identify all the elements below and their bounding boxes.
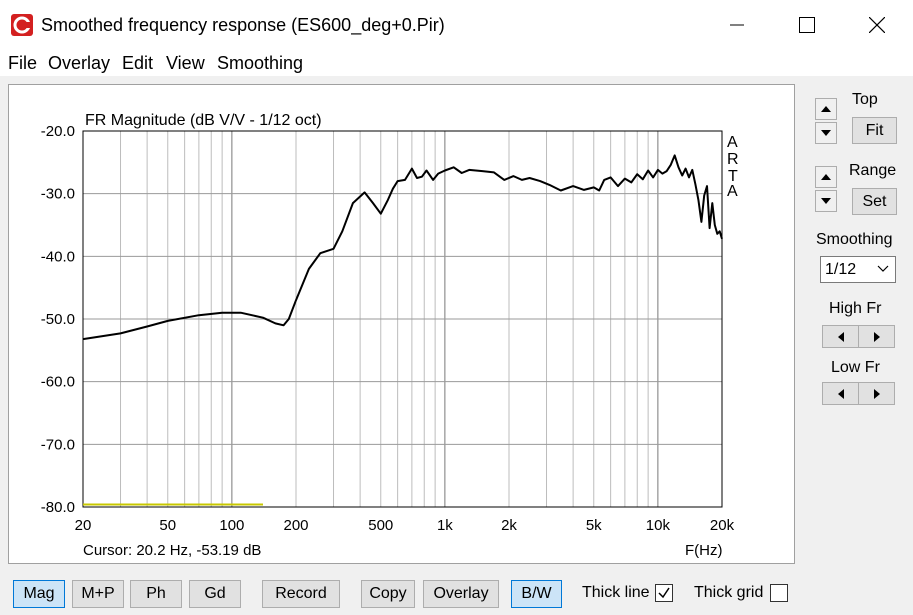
watermark-letter-a1: A: [727, 134, 738, 151]
checkmark-icon: [658, 587, 670, 599]
menu-smoothing[interactable]: Smoothing: [217, 53, 304, 73]
y-tick-label: -50.0: [41, 311, 75, 328]
x-tick-label: 1k: [437, 517, 453, 534]
mag-button[interactable]: Mag: [13, 580, 65, 608]
x-tick-label: 50: [159, 517, 176, 534]
chevron-down-icon: [877, 265, 889, 272]
x-tick-label: 10k: [646, 517, 671, 534]
x-axis-unit-label: F(Hz): [685, 542, 723, 559]
copy-button[interactable]: Copy: [361, 580, 415, 608]
high-fr-label: High Fr: [829, 300, 882, 317]
arrow-down-icon: [821, 130, 831, 136]
bw-button[interactable]: B/W: [511, 580, 562, 608]
mp-button[interactable]: M+P: [72, 580, 124, 608]
set-button[interactable]: Set: [852, 188, 897, 215]
fit-button[interactable]: Fit: [852, 117, 897, 144]
arrow-down-icon: [821, 198, 831, 204]
menu-view[interactable]: View: [166, 53, 205, 73]
x-tick-label: 100: [219, 517, 244, 534]
frequency-response-chart[interactable]: FR Magnitude (dB V/V - 1/12 oct) -20.0 -3…: [9, 85, 796, 565]
smoothing-select-value: 1/12: [825, 260, 857, 278]
range-label: Range: [849, 162, 897, 179]
plot-border: [82, 130, 723, 508]
low-fr-label: Low Fr: [831, 359, 880, 376]
arta-app-icon: [11, 14, 33, 36]
chart-title: FR Magnitude (dB V/V - 1/12 oct): [85, 112, 322, 129]
x-tick-label: 2k: [501, 517, 517, 534]
smoothing-label: Smoothing: [816, 231, 893, 248]
close-icon: [869, 17, 885, 33]
y-tick-label: -30.0: [41, 186, 75, 203]
menu-overlay[interactable]: Overlay: [48, 53, 111, 73]
axis-ticks: -20.0 -30.0 -40.0 -50.0 -60.0 -70.0 -80.020 50 1…: [41, 123, 735, 534]
x-tick-label: 500: [368, 517, 393, 534]
arta-watermark: A R T A: [727, 134, 739, 200]
high-fr-left-button[interactable]: [822, 325, 859, 348]
arrow-right-icon: [873, 388, 880, 399]
top-down-button[interactable]: [815, 122, 837, 144]
watermark-letter-r: R: [727, 151, 739, 168]
response-curve: [82, 154, 723, 341]
thick-line-checkbox[interactable]: [655, 584, 673, 602]
top-label: Top: [852, 91, 878, 108]
low-fr-left-button[interactable]: [822, 382, 859, 405]
y-tick-label: -60.0: [41, 374, 75, 391]
x-tick-label: 20: [75, 517, 92, 534]
overlay-button[interactable]: Overlay: [423, 580, 499, 608]
close-button[interactable]: [847, 0, 907, 50]
x-tick-label: 5k: [586, 517, 602, 534]
y-tick-label: -70.0: [41, 436, 75, 453]
cursor-readout: Cursor: 20.2 Hz, -53.19 dB: [83, 542, 261, 559]
plot-panel: FR Magnitude (dB V/V - 1/12 oct) -20.0 -3…: [8, 84, 795, 564]
menu-file[interactable]: File: [8, 53, 38, 73]
range-up-button[interactable]: [815, 166, 837, 188]
arrow-right-icon: [873, 331, 880, 342]
high-fr-right-button[interactable]: [858, 325, 895, 348]
y-tick-label: -80.0: [41, 499, 75, 516]
thick-grid-checkbox[interactable]: [770, 584, 788, 602]
title-bar: Smoothed frequency response (ES600_deg+0…: [0, 0, 913, 50]
window-title: Smoothed frequency response (ES600_deg+0…: [41, 15, 445, 35]
minimize-button[interactable]: [707, 0, 767, 50]
low-fr-right-button[interactable]: [858, 382, 895, 405]
y-tick-label: -40.0: [41, 248, 75, 265]
minimize-icon: [730, 24, 744, 26]
record-button[interactable]: Record: [262, 580, 340, 608]
arrow-left-icon: [837, 331, 844, 342]
x-tick-label: 20k: [710, 517, 735, 534]
menu-edit[interactable]: Edit: [122, 53, 154, 73]
gd-button[interactable]: Gd: [189, 580, 241, 608]
menu-bar: File Overlay Edit View Smoothing: [0, 50, 913, 76]
watermark-letter-t: T: [728, 168, 738, 185]
maximize-icon: [799, 17, 815, 33]
thick-grid-label: Thick grid: [694, 584, 764, 601]
arrow-up-icon: [821, 106, 831, 112]
range-down-button[interactable]: [815, 190, 837, 212]
maximize-button[interactable]: [777, 0, 837, 50]
ph-button[interactable]: Ph: [130, 580, 182, 608]
watermark-letter-a2: A: [727, 183, 738, 200]
x-tick-label: 200: [283, 517, 308, 534]
top-up-button[interactable]: [815, 98, 837, 120]
smoothing-select[interactable]: 1/12: [820, 256, 896, 283]
data-layer: [82, 154, 723, 506]
thick-line-label: Thick line: [582, 584, 650, 601]
arrow-up-icon: [821, 174, 831, 180]
arrow-left-icon: [837, 388, 844, 399]
grid: [82, 130, 723, 508]
y-tick-label: -20.0: [41, 123, 75, 140]
